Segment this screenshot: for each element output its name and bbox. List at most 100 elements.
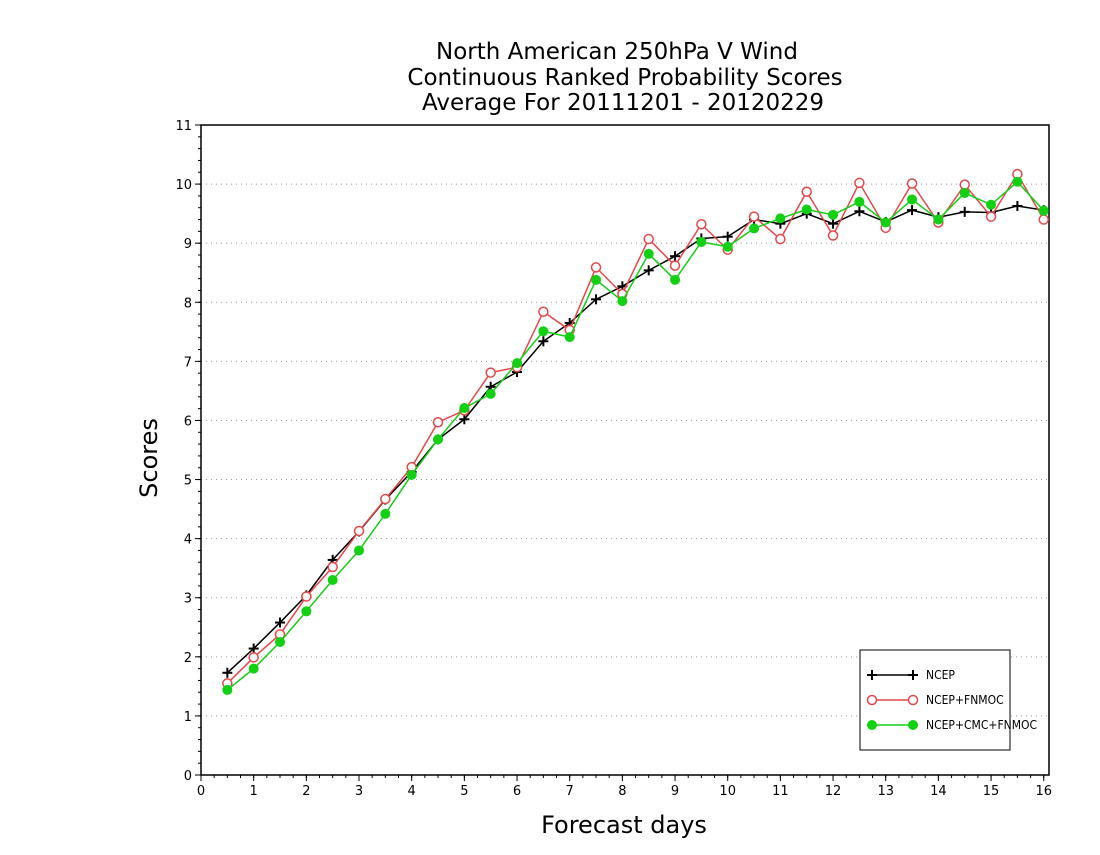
data-point: [775, 233, 786, 245]
data-point: [459, 403, 470, 414]
data-point: [985, 211, 997, 222]
data-point: [906, 178, 918, 189]
data-point: [275, 617, 286, 628]
data-point: [222, 667, 233, 678]
x-tick-label: 10: [719, 784, 736, 799]
x-tick-label: 5: [460, 784, 468, 799]
data-point: [643, 265, 654, 276]
data-point: [380, 508, 391, 519]
data-point: [828, 209, 839, 220]
data-point: [406, 469, 417, 480]
data-point: [538, 326, 549, 337]
data-point: [380, 493, 391, 505]
series-group: [222, 168, 1049, 695]
x-axis-label: Forecast days: [541, 811, 707, 839]
x-tick-label: 12: [825, 784, 842, 799]
data-point: [1038, 205, 1049, 216]
series-line: [226, 180, 1045, 691]
legend-label: NCEP+FNMOC: [926, 693, 1004, 707]
data-point: [538, 336, 549, 347]
y-tick-label: 3: [184, 592, 192, 607]
y-tick-label: 2: [184, 651, 192, 666]
data-point: [485, 367, 496, 378]
data-point: [617, 296, 628, 307]
y-tick-label: 4: [184, 533, 192, 548]
data-point: [959, 187, 970, 198]
x-tick-label: 4: [408, 784, 416, 799]
data-point: [907, 205, 918, 216]
legend-marker-left: [867, 670, 877, 680]
data-point: [591, 294, 602, 305]
chart-title-line-3: Average For 20111201 - 20120229: [422, 90, 824, 116]
data-point: [353, 525, 365, 537]
y-tick-label: 5: [184, 474, 192, 489]
x-tick-label: 15: [983, 784, 1000, 799]
legend-marker-right: [907, 694, 919, 706]
data-point: [670, 251, 681, 262]
series-line: [226, 172, 1045, 684]
data-point: [827, 230, 839, 241]
data-point: [748, 211, 760, 222]
legend-marker-right: [908, 670, 918, 680]
y-tick-label: 0: [184, 769, 192, 784]
x-tick-label: 8: [618, 784, 626, 799]
series-1: [222, 168, 1049, 689]
x-tick-label: 7: [566, 784, 574, 799]
x-tick-label: 0: [197, 784, 205, 799]
data-point: [643, 248, 654, 259]
legend-entry: NCEP+FNMOC: [866, 693, 1004, 707]
x-tick-label: 1: [250, 784, 258, 799]
data-point: [828, 218, 839, 229]
data-point: [775, 213, 786, 224]
y-tick-label: 7: [184, 355, 192, 370]
data-point: [275, 637, 286, 648]
data-point: [696, 237, 707, 247]
data-point: [1038, 214, 1049, 225]
data-point: [643, 233, 654, 245]
legend-marker-left: [867, 720, 877, 730]
x-tick-label: 11: [772, 784, 789, 799]
data-point: [670, 274, 681, 285]
data-point: [986, 199, 997, 210]
data-point: [959, 179, 970, 190]
data-point: [880, 217, 891, 228]
data-point: [248, 663, 259, 674]
x-tick-label: 2: [302, 784, 310, 799]
legend-label: NCEP+CMC+FNMOC: [926, 718, 1037, 732]
x-tick-label: 9: [671, 784, 679, 799]
data-point: [248, 652, 259, 663]
data-point: [591, 274, 602, 285]
data-point: [854, 196, 865, 207]
x-tick-label: 14: [930, 784, 947, 799]
series-2: [222, 176, 1049, 695]
data-point: [512, 358, 523, 369]
data-point: [722, 241, 733, 252]
y-tick-label: 9: [184, 237, 192, 252]
data-point: [959, 206, 970, 217]
data-point: [433, 434, 444, 445]
data-point: [432, 416, 444, 428]
data-point: [538, 306, 549, 317]
x-tick-label: 6: [513, 784, 521, 799]
data-point: [801, 204, 812, 215]
x-tick-label: 3: [355, 784, 363, 799]
y-tick-label: 6: [184, 414, 192, 429]
legend-entry: NCEP+CMC+FNMOC: [867, 718, 1037, 732]
data-point: [354, 545, 365, 556]
data-point: [301, 591, 312, 602]
data-point: [301, 606, 312, 617]
data-point: [327, 575, 338, 585]
data-point: [248, 643, 259, 654]
legend-label: NCEP: [926, 668, 955, 682]
data-point: [669, 260, 681, 271]
data-point: [696, 219, 707, 230]
y-tick-label: 11: [175, 119, 192, 134]
data-point: [590, 262, 602, 273]
data-point: [801, 186, 812, 198]
chart-title-line-1: North American 250hPa V Wind: [436, 39, 798, 65]
y-axis-label: Scores: [135, 418, 163, 498]
data-point: [907, 194, 918, 205]
